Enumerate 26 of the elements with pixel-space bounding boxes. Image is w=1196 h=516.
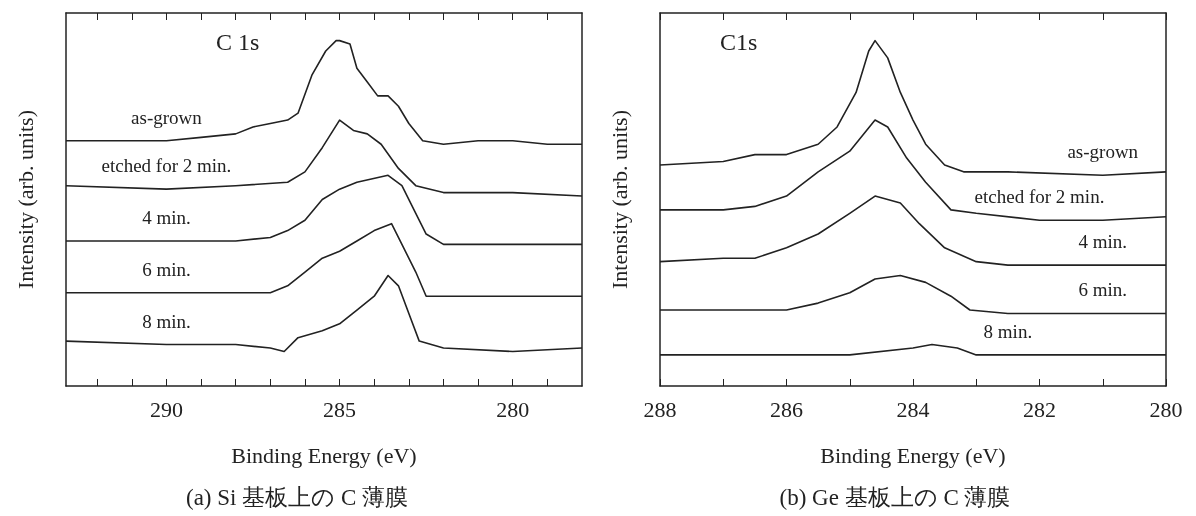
text: (a) Si 基板上の C 薄膜 bbox=[185, 485, 409, 510]
x-tick-label: 284 bbox=[896, 396, 930, 422]
x-tick-label: 282 bbox=[1023, 396, 1056, 422]
series-label: 8 min. bbox=[983, 320, 1033, 342]
x-tick-label: 280 bbox=[1149, 396, 1183, 422]
annotation: C 1s bbox=[216, 29, 260, 55]
annotation: C1s bbox=[720, 29, 758, 55]
text: (b) Ge 基板上の C 薄膜 bbox=[779, 485, 1011, 510]
series-label: etched for 2 min. bbox=[101, 155, 232, 177]
series-label: etched for 2 min. bbox=[974, 186, 1105, 208]
series-label: 8 min. bbox=[142, 310, 191, 332]
x-tick-label: 285 bbox=[323, 396, 357, 422]
x-tick-label: 290 bbox=[149, 396, 183, 422]
series-label: as-grown bbox=[131, 106, 203, 128]
x-tick-label: 286 bbox=[770, 396, 803, 422]
series-label: 6 min. bbox=[142, 258, 191, 280]
x-tick-label: 288 bbox=[643, 396, 677, 422]
x-axis-title: Binding Energy (eV) bbox=[231, 442, 417, 468]
x-tick-label: 280 bbox=[496, 396, 530, 422]
series-label: 4 min. bbox=[142, 206, 191, 228]
series-label: 6 min. bbox=[1078, 279, 1128, 301]
y-axis-title: Intensity (arb. units) bbox=[12, 109, 38, 290]
x-axis-title: Binding Energy (eV) bbox=[820, 442, 1006, 468]
series-label: 4 min. bbox=[1078, 231, 1128, 253]
series-label: as-grown bbox=[1067, 141, 1139, 163]
y-axis-title: Intensity (arb. units) bbox=[606, 109, 632, 290]
